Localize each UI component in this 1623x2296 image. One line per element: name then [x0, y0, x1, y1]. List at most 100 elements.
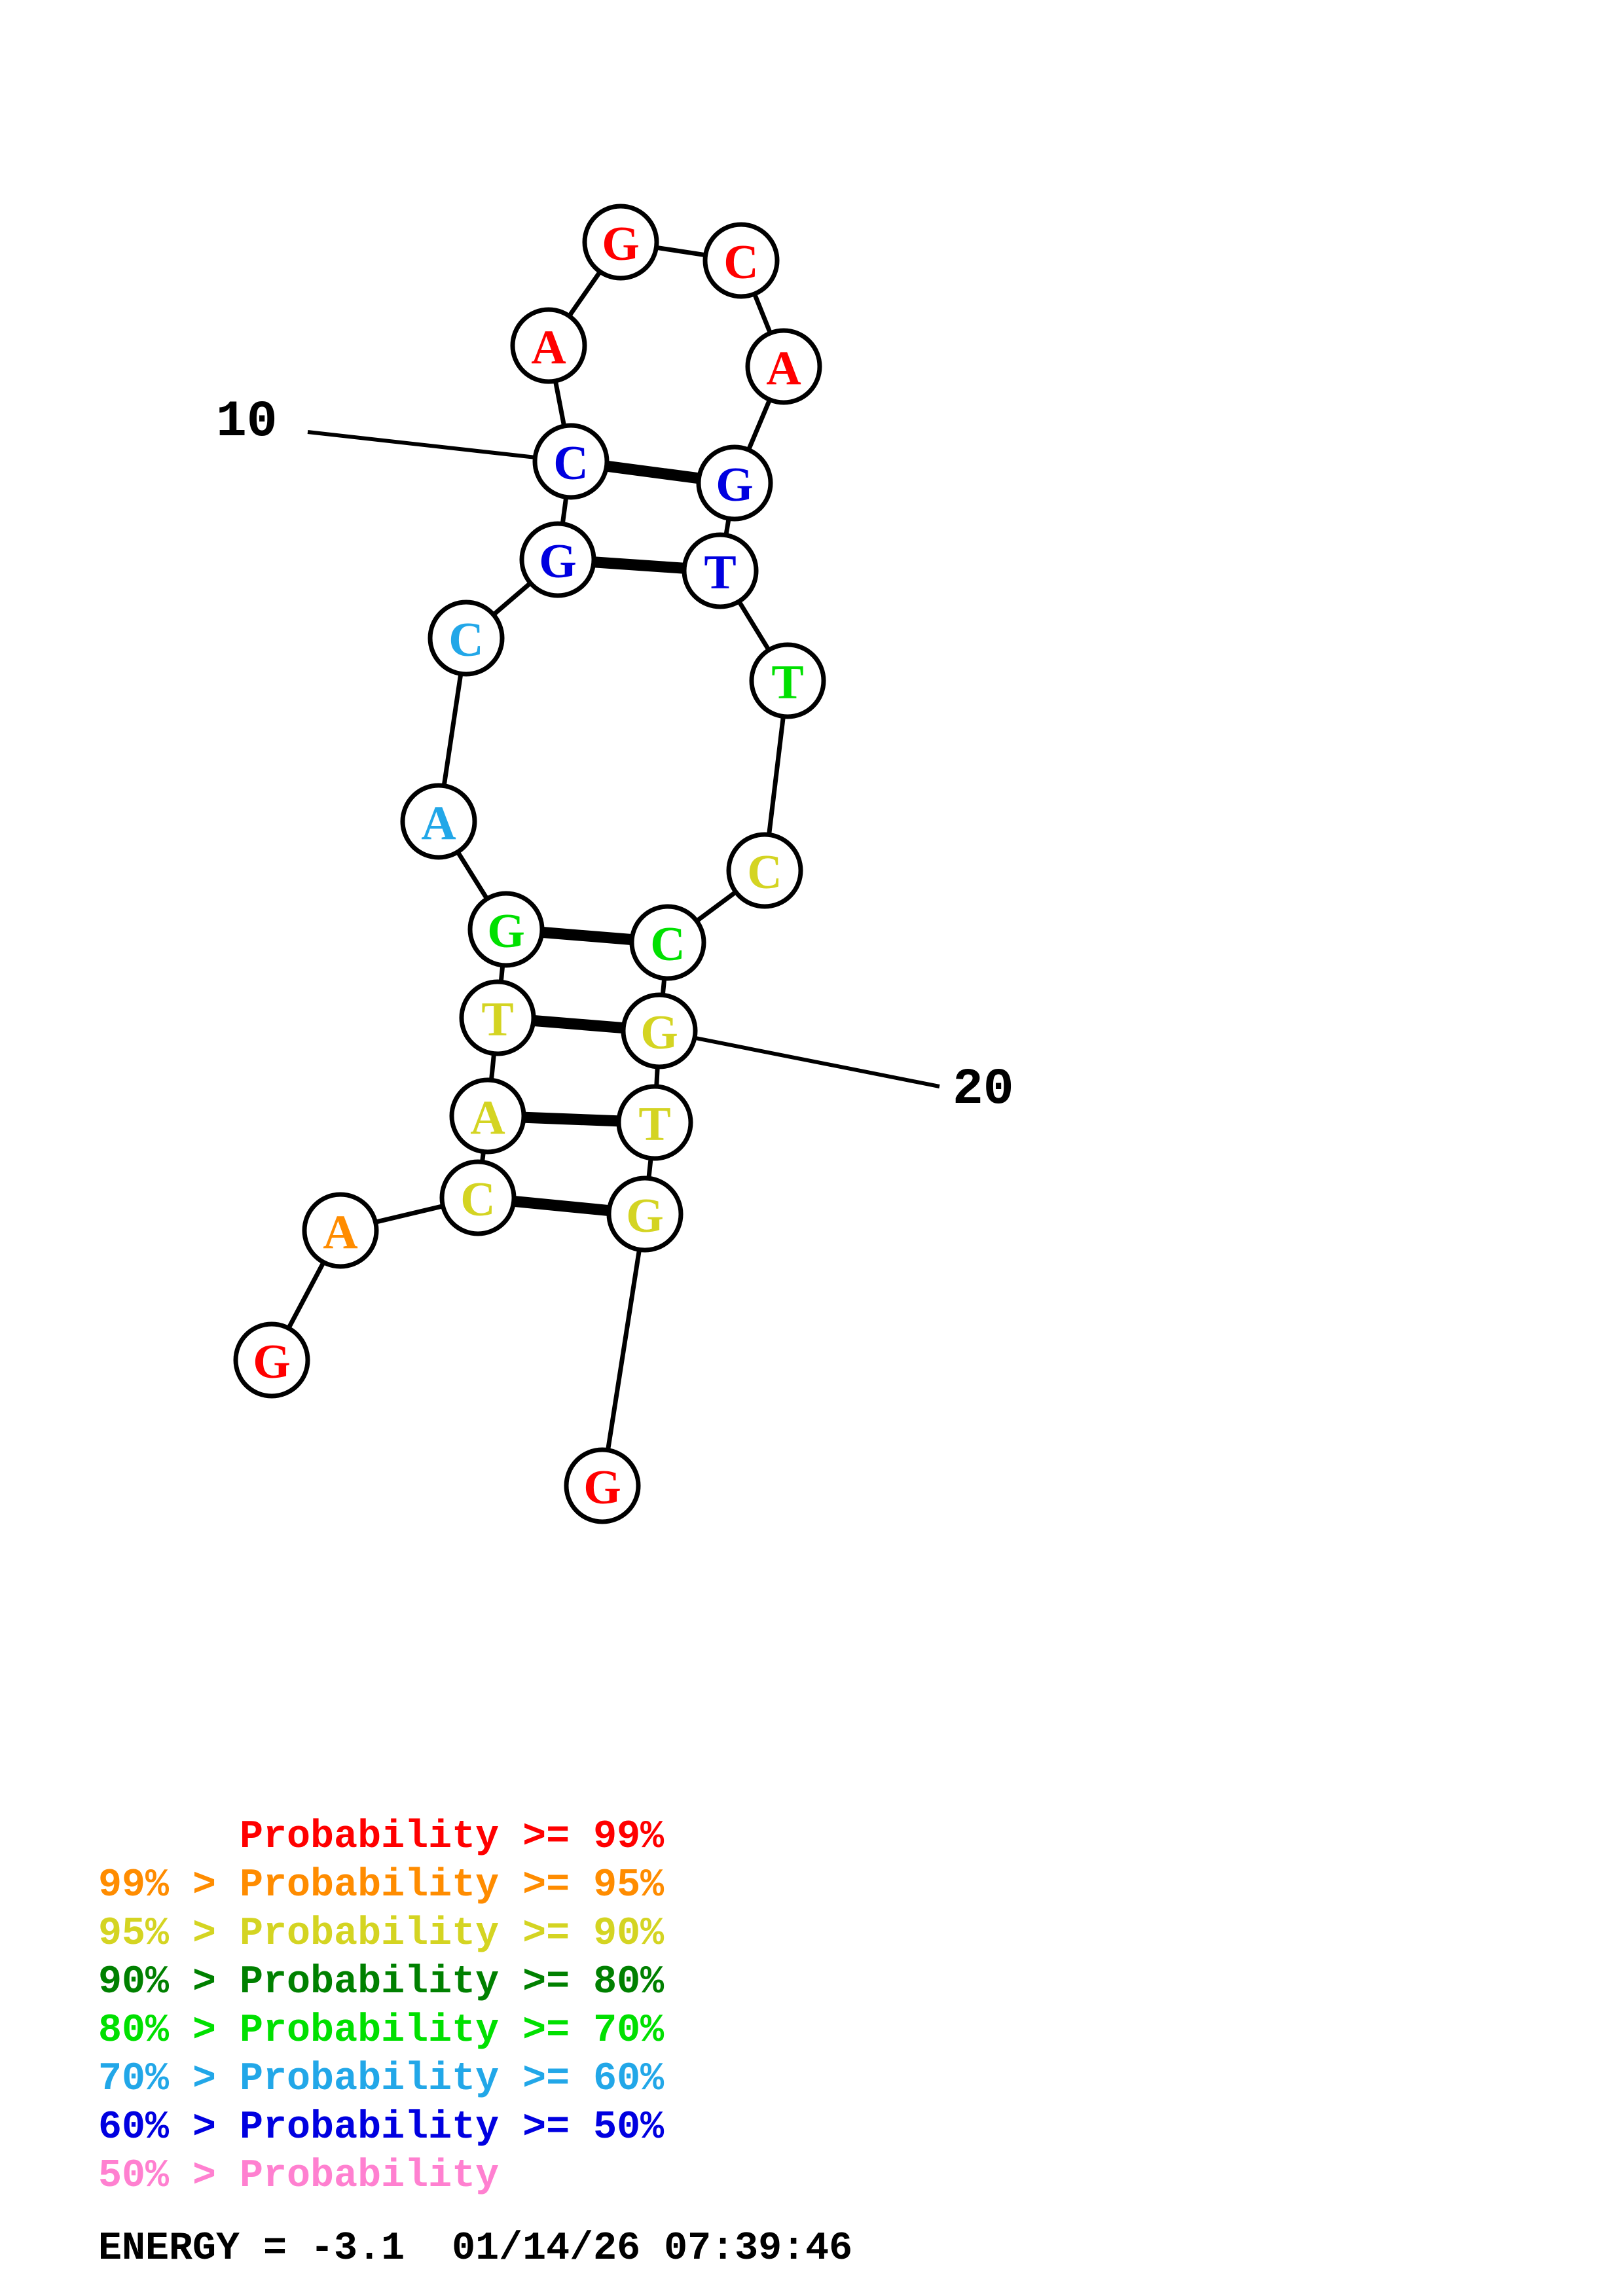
nucleotide-base-letter: T	[771, 656, 803, 709]
nucleotide-base-letter: G	[626, 1189, 664, 1243]
nucleotide-circle	[749, 642, 826, 719]
base-pair-bond	[532, 1014, 625, 1034]
nucleotide-base-letter: C	[650, 918, 685, 971]
nucleotide-base-letter: A	[470, 1091, 505, 1145]
nucleotide-node[interactable]: T	[749, 642, 826, 719]
nucleotide-node[interactable]: G	[696, 444, 773, 522]
energy-timestamp-line: ENERGY = -3.1 01/14/26 07:39:46	[98, 2227, 853, 2271]
nucleotide-node[interactable]: G	[564, 1447, 641, 1524]
nucleotide-node[interactable]: C	[702, 222, 780, 299]
nucleotide-node[interactable]: G	[621, 992, 698, 1069]
nucleotide-circle	[621, 992, 698, 1069]
backbone-connector	[766, 714, 786, 837]
nucleotide-node[interactable]: C	[532, 423, 610, 500]
backbone-connector	[745, 397, 773, 453]
nucleotide-base-letter: C	[553, 437, 588, 490]
nucleotide-circle	[532, 423, 610, 500]
backbone-connector	[490, 580, 534, 618]
nucleotide-node[interactable]: A	[449, 1077, 526, 1155]
nucleotide-node[interactable]: G	[606, 1175, 684, 1253]
nucleotide-circle	[629, 904, 706, 981]
nucleotide-base-letter: T	[481, 993, 513, 1047]
nucleotide-base-letter: T	[638, 1098, 670, 1151]
nucleotide-node[interactable]: A	[510, 307, 587, 384]
nucleotide-circle	[428, 600, 505, 677]
backbone-connector	[605, 1247, 642, 1453]
legend-row-0: Probability >= 99%	[98, 1815, 665, 1859]
backbone-layer	[285, 245, 786, 1453]
base-pair-bond	[522, 1111, 621, 1127]
backbone-connector	[752, 291, 773, 336]
nucleotide-circle	[616, 1084, 693, 1161]
backbone-connector	[454, 849, 490, 902]
nucleotide-circle	[564, 1447, 641, 1524]
nucleotide-node[interactable]: A	[302, 1192, 379, 1269]
nucleotide-circle	[233, 1321, 310, 1399]
nucleotide-base-letter: G	[716, 458, 754, 512]
probability-legend: Probability >= 99% 99% > Probability >= 9…	[98, 1813, 1080, 2200]
backbone-connector	[373, 1203, 446, 1225]
nucleotide-base-letter: C	[460, 1173, 495, 1227]
nucleotide-circle	[302, 1192, 379, 1269]
nucleotide-node[interactable]: G	[467, 891, 545, 968]
nucleotide-node[interactable]: C	[428, 600, 505, 677]
backbone-connector	[653, 245, 708, 258]
nucleotide-node[interactable]: A	[400, 783, 477, 860]
nucleotide-circle	[682, 532, 759, 609]
nucleotide-circle	[439, 1159, 517, 1236]
backbone-connector	[560, 495, 569, 526]
nucleotide-base-letter: G	[253, 1335, 291, 1389]
backbone-connector	[736, 598, 772, 653]
nucleotide-base-letter: G	[539, 535, 577, 588]
legend-row-6: 60% > Probability >= 50%	[98, 2106, 665, 2150]
base-pair-bond	[604, 460, 701, 484]
nucleotide-base-letter: G	[487, 905, 525, 958]
nucleotide-node[interactable]: T	[616, 1084, 693, 1161]
nucleotide-node[interactable]: G	[519, 521, 596, 598]
position-leader-layer	[307, 430, 940, 1088]
legend-row-4: 80% > Probability >= 70%	[98, 2009, 665, 2053]
position-leader-line	[307, 430, 536, 459]
legend-row-2: 95% > Probability >= 90%	[98, 1912, 665, 1956]
nucleotide-circle	[726, 832, 803, 909]
nucleotide-base-letter: G	[602, 217, 640, 271]
base-pair-bond	[540, 926, 634, 946]
base-pair-layer	[511, 460, 701, 1217]
nucleotide-base-letter: A	[766, 342, 801, 395]
position-leader-line	[694, 1035, 940, 1088]
legend-row-5: 70% > Probability >= 60%	[98, 2057, 665, 2102]
backbone-connector	[488, 1051, 497, 1083]
backbone-connector	[566, 268, 604, 319]
backbone-connector	[441, 671, 464, 789]
nucleotide-node[interactable]: T	[459, 979, 536, 1056]
nucleotide-circle	[519, 521, 596, 598]
position-number-label: 10	[216, 393, 278, 451]
nucleotide-node[interactable]: T	[682, 532, 759, 609]
nucleotide-base-letter: A	[421, 797, 456, 850]
nucleotide-base-letter: A	[531, 321, 566, 374]
nucleotide-circle	[459, 979, 536, 1056]
nucleotide-node[interactable]: C	[439, 1159, 517, 1236]
nucleotide-circle	[400, 783, 477, 860]
legend-row-7: 50% > Probability	[98, 2154, 500, 2198]
nucleotide-circle	[745, 328, 822, 405]
nucleotide-base-letter: C	[723, 236, 758, 289]
nucleotide-circle	[696, 444, 773, 522]
nucleotide-node[interactable]: C	[726, 832, 803, 909]
nucleotide-node[interactable]: A	[745, 328, 822, 405]
nucleotide-node[interactable]: C	[629, 904, 706, 981]
nucleotide-base-letter: C	[448, 613, 483, 667]
nucleotide-base-letter: C	[747, 846, 782, 899]
nucleotide-circle	[449, 1077, 526, 1155]
legend-row-1: 99% > Probability >= 95%	[98, 1863, 665, 1908]
nucleotide-base-letter: G	[640, 1006, 678, 1060]
nucleotide-circle	[510, 307, 587, 384]
legend-row-3: 90% > Probability >= 80%	[98, 1960, 665, 2005]
nucleotide-node[interactable]: G	[233, 1321, 310, 1399]
backbone-connector	[553, 378, 567, 429]
backbone-connector	[693, 889, 739, 924]
backbone-connector	[285, 1259, 327, 1331]
nucleotide-node[interactable]: G	[582, 204, 659, 281]
